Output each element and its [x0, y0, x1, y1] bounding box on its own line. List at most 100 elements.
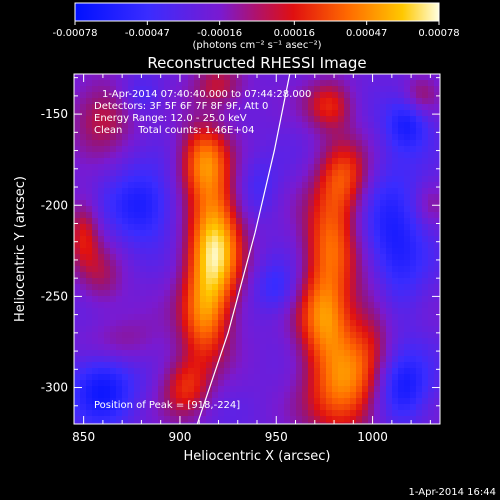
heatmap-cell: [332, 338, 338, 344]
heatmap-cell: [422, 248, 428, 254]
heatmap-cell: [98, 326, 104, 332]
heatmap-cell: [398, 122, 404, 128]
heatmap-cell: [326, 128, 332, 134]
heatmap-cell: [332, 98, 338, 104]
heatmap-cell: [110, 326, 116, 332]
heatmap-cell: [128, 404, 134, 410]
heatmap-cell: [386, 380, 392, 386]
heatmap-cell: [146, 230, 152, 236]
heatmap-cell: [170, 176, 176, 182]
heatmap-cell: [380, 236, 386, 242]
heatmap-cell: [248, 248, 254, 254]
heatmap-cell: [308, 140, 314, 146]
heatmap-cell: [170, 122, 176, 128]
heatmap-cell: [386, 188, 392, 194]
heatmap-cell: [416, 236, 422, 242]
heatmap-cell: [428, 362, 434, 368]
heatmap-cell: [404, 194, 410, 200]
heatmap-cell: [74, 194, 80, 200]
heatmap-cell: [140, 416, 146, 422]
heatmap-cell: [254, 176, 260, 182]
heatmap-cell: [74, 230, 80, 236]
heatmap-cell: [284, 332, 290, 338]
heatmap-cell: [74, 98, 80, 104]
heatmap-cell: [242, 386, 248, 392]
heatmap-cell: [344, 158, 350, 164]
heatmap-cell: [404, 368, 410, 374]
heatmap-cell: [362, 218, 368, 224]
heatmap-cell: [206, 212, 212, 218]
heatmap-cell: [236, 350, 242, 356]
heatmap-cell: [290, 332, 296, 338]
heatmap-cell: [200, 230, 206, 236]
heatmap-cell: [110, 134, 116, 140]
heatmap-cell: [134, 146, 140, 152]
heatmap-cell: [374, 302, 380, 308]
heatmap-cell: [122, 122, 128, 128]
heatmap-cell: [326, 92, 332, 98]
heatmap-cell: [410, 146, 416, 152]
heatmap-cell: [218, 278, 224, 284]
heatmap-cell: [308, 218, 314, 224]
heatmap-cell: [284, 392, 290, 398]
heatmap-cell: [74, 212, 80, 218]
heatmap-cell: [200, 422, 206, 424]
heatmap-cell: [80, 410, 86, 416]
heatmap-cell: [116, 332, 122, 338]
heatmap-cell: [350, 146, 356, 152]
heatmap-cell: [230, 344, 236, 350]
heatmap-cell: [338, 314, 344, 320]
heatmap-cell: [200, 350, 206, 356]
heatmap-cell: [188, 152, 194, 158]
heatmap-cell: [392, 80, 398, 86]
heatmap-cell: [152, 398, 158, 404]
heatmap-cell: [248, 290, 254, 296]
heatmap-cell: [332, 158, 338, 164]
heatmap-cell: [416, 290, 422, 296]
heatmap-cell: [158, 188, 164, 194]
heatmap-cell: [386, 296, 392, 302]
heatmap-cell: [434, 116, 440, 122]
heatmap-cell: [260, 410, 266, 416]
heatmap-cell: [350, 254, 356, 260]
heatmap-cell: [134, 170, 140, 176]
heatmap-cell: [260, 230, 266, 236]
heatmap-cell: [176, 320, 182, 326]
heatmap-cell: [266, 146, 272, 152]
heatmap-cell: [122, 386, 128, 392]
heatmap-cell: [278, 422, 284, 424]
heatmap-cell: [212, 188, 218, 194]
heatmap-cell: [368, 314, 374, 320]
heatmap-cell: [86, 374, 92, 380]
heatmap-cell: [122, 374, 128, 380]
heatmap-cell: [392, 338, 398, 344]
heatmap-cell: [218, 158, 224, 164]
heatmap-cell: [284, 368, 290, 374]
heatmap-cell: [152, 80, 158, 86]
heatmap-cell: [308, 128, 314, 134]
heatmap-cell: [374, 152, 380, 158]
heatmap-cell: [176, 224, 182, 230]
heatmap-cell: [290, 326, 296, 332]
heatmap-cell: [428, 422, 434, 424]
heatmap-cell: [134, 110, 140, 116]
heatmap-cell: [230, 290, 236, 296]
heatmap-cell: [140, 98, 146, 104]
heatmap-cell: [416, 338, 422, 344]
heatmap-cell: [122, 200, 128, 206]
heatmap-cell: [218, 80, 224, 86]
heatmap-cell: [350, 398, 356, 404]
heatmap-cell: [362, 182, 368, 188]
heatmap-cell: [356, 188, 362, 194]
heatmap-cell: [404, 116, 410, 122]
heatmap-cell: [224, 266, 230, 272]
heatmap-cell: [368, 332, 374, 338]
heatmap-cell: [266, 158, 272, 164]
heatmap-cell: [278, 302, 284, 308]
heatmap-cell: [386, 224, 392, 230]
heatmap-cell: [338, 272, 344, 278]
heatmap-cell: [296, 308, 302, 314]
heatmap-cell: [290, 158, 296, 164]
heatmap-cell: [200, 146, 206, 152]
heatmap-cell: [98, 248, 104, 254]
